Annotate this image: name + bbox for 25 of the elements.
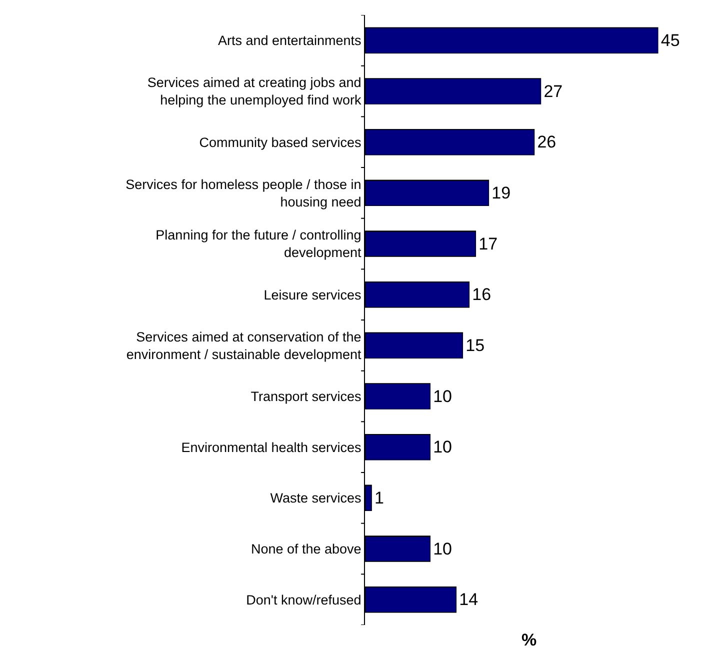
y-tick-label: Community based services xyxy=(199,134,362,150)
data-label: 1 xyxy=(374,488,384,508)
data-label: 14 xyxy=(459,590,478,610)
data-label: 19 xyxy=(492,183,511,202)
y-tick-label: Environmental health services xyxy=(181,440,362,455)
data-label: 15 xyxy=(466,336,485,355)
y-tick-label: Don't know/refused xyxy=(246,592,362,608)
data-label: 26 xyxy=(537,132,556,152)
y-tick-label: Arts and entertainments xyxy=(218,33,362,48)
y-tick-label: Services for homeless people / those in housing need xyxy=(126,176,362,210)
data-label: 16 xyxy=(472,285,492,304)
y-tick-label: Planning for the future / controlling development xyxy=(156,228,362,260)
data-label: 10 xyxy=(433,539,452,558)
y-tick-label: Services aimed at conservation of the environment / sustainable development xyxy=(126,329,362,362)
y-tick-label: Leisure services xyxy=(264,287,362,302)
data-label: 17 xyxy=(478,234,498,254)
y-tick-label: None of the above xyxy=(250,541,362,556)
y-tick-label: Waste services xyxy=(270,490,362,506)
data-label: 27 xyxy=(544,82,563,101)
x-axis-title: % xyxy=(521,630,537,650)
y-tick-label: Services aimed at creating jobs and helping the unemployed find work xyxy=(147,75,362,108)
y-tick-label: Transport services xyxy=(250,388,362,404)
data-label: 45 xyxy=(660,30,680,50)
data-label: 10 xyxy=(433,386,452,406)
data-label: 10 xyxy=(433,438,452,457)
